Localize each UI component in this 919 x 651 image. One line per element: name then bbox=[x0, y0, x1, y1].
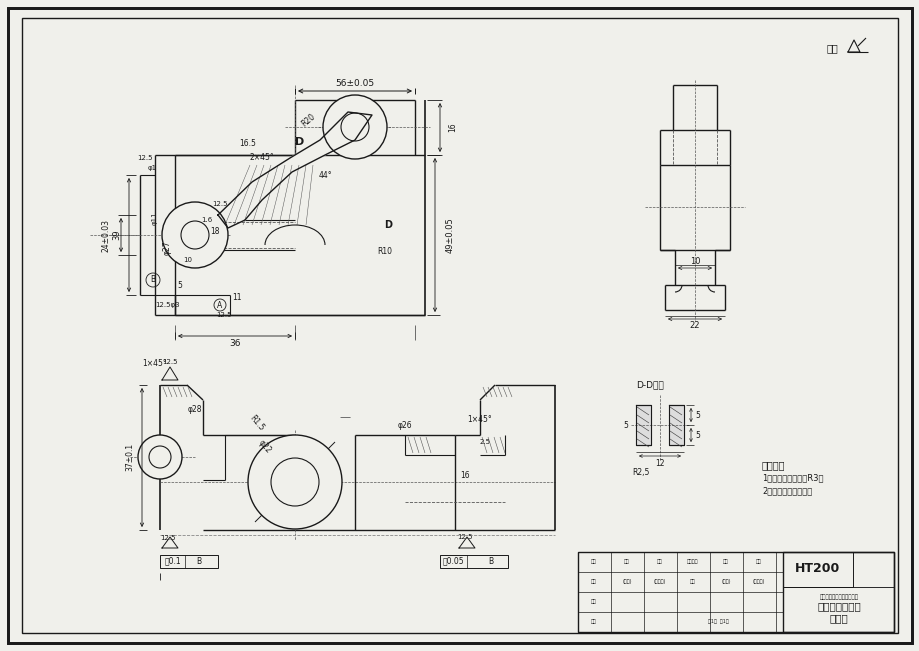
Text: R20: R20 bbox=[299, 112, 316, 128]
Circle shape bbox=[138, 435, 182, 479]
Circle shape bbox=[248, 435, 342, 529]
Text: 2.5: 2.5 bbox=[479, 439, 490, 445]
Text: 2、去锐边毛刺棱边；: 2、去锐边毛刺棱边； bbox=[761, 486, 811, 495]
Text: R1.5: R1.5 bbox=[248, 413, 266, 432]
Text: (年月日): (年月日) bbox=[653, 579, 665, 585]
Text: 太原理工大学机械工程学院: 太原理工大学机械工程学院 bbox=[819, 594, 857, 600]
Circle shape bbox=[323, 95, 387, 159]
Text: (年月日): (年月日) bbox=[752, 579, 765, 585]
Text: 49±0.05: 49±0.05 bbox=[445, 217, 454, 253]
Text: φ26: φ26 bbox=[397, 421, 412, 430]
Text: φ1: φ1 bbox=[147, 165, 156, 171]
Text: 其余: 其余 bbox=[825, 43, 837, 53]
Text: 1、未注明圆角均为R3；: 1、未注明圆角均为R3； bbox=[761, 473, 823, 482]
Text: 24±0.03: 24±0.03 bbox=[101, 219, 110, 251]
Text: 12.5: 12.5 bbox=[212, 201, 228, 207]
Text: φ28: φ28 bbox=[187, 406, 202, 415]
Text: 日期: 日期 bbox=[755, 559, 761, 564]
Text: 1×45°: 1×45° bbox=[467, 415, 492, 424]
Text: B: B bbox=[488, 557, 493, 566]
Text: 学生: 学生 bbox=[591, 600, 596, 605]
Text: 1.6: 1.6 bbox=[201, 217, 212, 223]
Circle shape bbox=[181, 221, 209, 249]
Text: φ11: φ11 bbox=[152, 211, 158, 225]
Circle shape bbox=[162, 202, 228, 268]
Bar bbox=[782, 552, 893, 632]
Text: 12.5φ3: 12.5φ3 bbox=[155, 302, 180, 308]
Circle shape bbox=[341, 113, 369, 141]
Text: 图纸代号: 图纸代号 bbox=[686, 559, 698, 564]
Polygon shape bbox=[668, 405, 683, 445]
Text: —: — bbox=[339, 412, 350, 422]
Text: 22: 22 bbox=[689, 322, 699, 331]
Text: B: B bbox=[151, 275, 155, 284]
Text: B: B bbox=[197, 557, 201, 566]
Text: 16: 16 bbox=[448, 122, 457, 132]
Text: 技术要求: 技术要求 bbox=[761, 460, 785, 470]
Text: 2×45°: 2×45° bbox=[249, 154, 274, 163]
Text: 共1页  第1页: 共1页 第1页 bbox=[707, 620, 728, 624]
Text: 44°: 44° bbox=[318, 171, 332, 180]
Text: 12: 12 bbox=[654, 458, 664, 467]
Bar bbox=[160, 555, 218, 568]
Text: 12.5: 12.5 bbox=[160, 535, 176, 541]
Polygon shape bbox=[459, 537, 474, 548]
Circle shape bbox=[271, 458, 319, 506]
Text: φ22: φ22 bbox=[256, 439, 273, 456]
Text: 39: 39 bbox=[112, 230, 121, 240]
Text: D: D bbox=[295, 137, 304, 147]
Text: φ27: φ27 bbox=[163, 241, 171, 255]
Text: 描图: 描图 bbox=[689, 579, 695, 585]
Text: 1×45°: 1×45° bbox=[142, 359, 167, 368]
Text: D: D bbox=[383, 220, 391, 230]
Text: 10: 10 bbox=[689, 258, 699, 266]
Polygon shape bbox=[162, 367, 177, 380]
Text: 16.5: 16.5 bbox=[239, 139, 256, 148]
Text: A: A bbox=[217, 301, 222, 309]
Text: 5: 5 bbox=[695, 430, 699, 439]
Bar bbox=[782, 552, 852, 587]
Text: 工艺: 工艺 bbox=[591, 620, 596, 624]
Text: 12.5: 12.5 bbox=[457, 534, 472, 540]
Text: ⌕0.05: ⌕0.05 bbox=[442, 557, 463, 566]
Text: 16: 16 bbox=[460, 471, 470, 480]
Circle shape bbox=[149, 446, 171, 468]
Text: 图纸: 图纸 bbox=[591, 559, 596, 564]
Text: D-D旋转: D-D旋转 bbox=[635, 380, 663, 389]
Text: 12.5: 12.5 bbox=[162, 359, 177, 365]
Text: (姓名): (姓名) bbox=[720, 579, 730, 585]
Text: 5: 5 bbox=[623, 421, 628, 430]
Text: ⌕0.1: ⌕0.1 bbox=[165, 557, 181, 566]
Text: 18: 18 bbox=[210, 227, 220, 236]
Text: R2,5: R2,5 bbox=[631, 469, 649, 477]
Polygon shape bbox=[218, 112, 371, 228]
Polygon shape bbox=[162, 537, 177, 548]
Text: (姓名): (姓名) bbox=[621, 579, 631, 585]
Bar bbox=[577, 552, 893, 632]
Text: 5: 5 bbox=[695, 411, 699, 419]
Text: 5: 5 bbox=[177, 281, 182, 290]
Text: 版本: 版本 bbox=[722, 559, 728, 564]
Text: HT200: HT200 bbox=[795, 562, 840, 575]
Text: 10: 10 bbox=[183, 257, 192, 263]
Text: 11: 11 bbox=[232, 294, 242, 303]
Text: 描图: 描图 bbox=[623, 559, 630, 564]
Text: 12.5: 12.5 bbox=[137, 155, 153, 161]
Bar bbox=[439, 555, 507, 568]
Text: 审核: 审核 bbox=[656, 559, 663, 564]
Text: 37±0.1: 37±0.1 bbox=[125, 443, 134, 471]
Text: 12.5: 12.5 bbox=[216, 312, 232, 318]
Text: 36: 36 bbox=[229, 339, 241, 348]
Polygon shape bbox=[635, 405, 651, 445]
Text: R10: R10 bbox=[377, 247, 392, 256]
Text: 气门摇臂轴支座
零件图: 气门摇臂轴支座 零件图 bbox=[816, 602, 860, 623]
Text: 设计: 设计 bbox=[591, 579, 596, 585]
Text: 56±0.05: 56±0.05 bbox=[335, 79, 374, 87]
